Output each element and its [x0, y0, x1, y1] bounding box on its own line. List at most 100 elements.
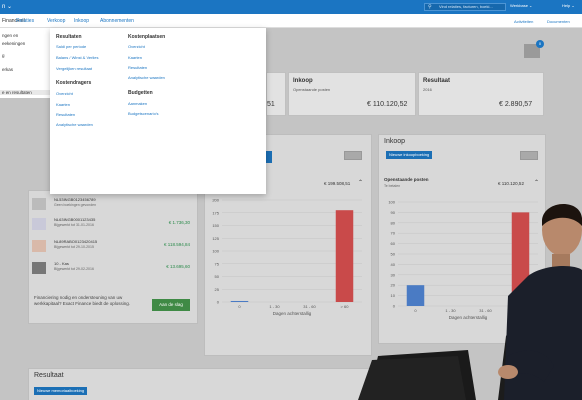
- financing-promo-text: Financiering nodig en ondersteuning van …: [34, 295, 131, 306]
- presenter-video-overlay: [358, 203, 582, 400]
- summary-card-resultaat[interactable]: Resultaat 2016 € 2.890,57: [418, 72, 544, 116]
- dropdown-link[interactable]: Overzicht: [128, 44, 145, 49]
- summary-card-partial[interactable]: 51: [266, 72, 286, 116]
- dropdown-heading-kostenplaatsen: Kostenplaatsen: [128, 34, 166, 40]
- collapse-chevron-icon[interactable]: ⌃: [358, 180, 364, 186]
- purchases-panel-title: Inkoop: [384, 138, 406, 145]
- bank-account-row[interactable]: 10 - Kas Bijgewerkt tot 29-02-2016 € 13.…: [30, 260, 196, 278]
- menu-documenten[interactable]: Documenten: [547, 19, 570, 24]
- x-tick-label: 31 - 60: [479, 308, 492, 313]
- x-tick-label: 1 - 30: [445, 308, 456, 313]
- rabobank-logo-icon: [32, 240, 46, 252]
- bank-account-balance: € 118.594,84: [164, 242, 190, 247]
- result-panel-title: Resultaat: [34, 372, 64, 379]
- dropdown-link[interactable]: Analytische waarden: [128, 75, 165, 80]
- submenu-item[interactable]: ngen en: [2, 33, 19, 38]
- dropdown-link[interactable]: Analytische waarden: [56, 122, 93, 127]
- dropdown-link[interactable]: Kaarten: [128, 55, 143, 60]
- y-tick-label: 20: [391, 283, 396, 288]
- bank-account-name: NL89RABO0123420415: [54, 239, 98, 244]
- notifications-button[interactable]: [524, 44, 540, 58]
- dropdown-link[interactable]: Kaarten: [56, 102, 71, 107]
- bank-account-status: Geen boekingen gevonden: [54, 203, 97, 207]
- results-dropdown-menu: Resultaten Saldi per periode Balans / Wi…: [50, 28, 266, 194]
- y-tick-label: 25: [215, 287, 220, 292]
- dropdown-heading-budgetten: Budgetten: [128, 90, 153, 96]
- purchases-options-button[interactable]: [520, 151, 538, 160]
- submenu-item[interactable]: g: [2, 53, 5, 58]
- bank-account-row[interactable]: NL89RABO0123420415 Bijgewerkt tot 29-10-…: [30, 238, 196, 256]
- x-axis-label: Dagen achterstallig: [273, 311, 312, 316]
- ing-logo-icon: [32, 218, 46, 230]
- submenu-item-results[interactable]: e en resultaten: [0, 90, 50, 95]
- dropdown-link[interactable]: Saldi per periode: [56, 44, 87, 49]
- help-menu[interactable]: Help ⌄: [562, 3, 575, 8]
- new-journal-entry-button[interactable]: Nieuwe memoriaalboeking: [34, 387, 88, 395]
- bank-account-status: Bijgewerkt tot 29-10-2015: [54, 245, 94, 249]
- y-tick-label: 10: [391, 293, 396, 298]
- submenu-item[interactable]: eekeningen: [2, 41, 26, 46]
- result-panel: [28, 368, 372, 400]
- y-tick-label: 70: [391, 231, 396, 236]
- dropdown-link[interactable]: Vergelijken resultaat: [56, 66, 93, 71]
- y-tick-label: 75: [215, 261, 220, 266]
- y-tick-label: 90: [391, 210, 396, 215]
- y-tick-label: 80: [391, 220, 396, 225]
- y-tick-label: 0: [217, 300, 220, 305]
- dropdown-link[interactable]: Balans / Winst & Verlies: [56, 55, 99, 60]
- y-tick-label: 50: [215, 274, 220, 279]
- y-tick-label: 60: [391, 241, 396, 246]
- y-tick-label: 200: [212, 198, 219, 203]
- receivables-total: € 199.508,51: [324, 181, 351, 186]
- bank-account-name: NL53INGB0123456789: [54, 197, 96, 202]
- bank-account-balance: € 13.695,60: [166, 264, 190, 269]
- collapse-chevron-icon[interactable]: ⌃: [534, 180, 540, 186]
- app-switcher[interactable]: n ⌄: [2, 4, 13, 10]
- menu-verkoop[interactable]: Verkoop: [47, 18, 66, 24]
- search-icon: ⚲: [428, 4, 432, 10]
- purchases-open-total: € 110.120,52: [498, 181, 524, 186]
- summary-resultaat-subtitle: 2016: [423, 87, 432, 92]
- bar-0: [230, 300, 249, 302]
- financial-submenu: ngen en eekeningen g erkas e en resultat…: [0, 28, 52, 98]
- x-tick-label: 1 - 30: [269, 304, 280, 309]
- dropdown-link[interactable]: Budgetscenario's: [128, 111, 159, 116]
- open-items-subtitle: Te betalen: [384, 184, 401, 188]
- bank-account-status: Bijgewerkt tot 29-02-2016: [54, 267, 94, 271]
- x-tick-label: > 60: [341, 304, 350, 309]
- user-menu[interactable]: Werkbase ⌄: [510, 3, 533, 8]
- dropdown-link[interactable]: Resultaten: [56, 112, 76, 117]
- top-bar: n ⌄ ⚲ Vind relaties, facturen, boeki... …: [0, 0, 582, 14]
- y-tick-label: 50: [391, 252, 396, 257]
- menu-abonnementen[interactable]: Abonnementen: [100, 18, 134, 24]
- submenu-item[interactable]: erkas: [2, 67, 14, 72]
- x-tick-label: 31 - 60: [303, 304, 316, 309]
- summary-inkoop-amount: € 110.120,52: [367, 101, 408, 108]
- bank-account-row[interactable]: NL53INGB0123456789 Geen boekingen gevond…: [30, 196, 196, 214]
- menu-financieel[interactable]: Financieel: [2, 18, 25, 24]
- y-tick-label: 30: [391, 272, 396, 277]
- y-tick-label: 40: [391, 262, 396, 267]
- panel-options-button[interactable]: [344, 151, 362, 160]
- menu-activiteiten[interactable]: Activiteiten: [514, 19, 534, 24]
- summary-inkoop-subtitle: Openstaande posten: [293, 87, 331, 92]
- bank-account-balance: € 1.736,30: [168, 220, 190, 225]
- dropdown-link[interactable]: Resultaten: [128, 65, 148, 70]
- cash-register-icon: [32, 262, 46, 274]
- menu-inkoop[interactable]: Inkoop: [74, 18, 90, 24]
- x-tick-label: 0: [414, 308, 417, 313]
- summary-resultaat-amount: € 2.890,57: [499, 101, 533, 108]
- dropdown-link[interactable]: Aanmaken: [128, 101, 148, 106]
- menu-relaties[interactable]: Relaties: [16, 18, 35, 24]
- summary-card-inkoop[interactable]: Inkoop Openstaande posten € 110.120,52: [288, 72, 416, 116]
- main-menu-bar: Financieel Relaties Verkoop Inkoop Abonn…: [0, 14, 582, 28]
- bank-account-row[interactable]: NL63INGB0001123435 Bijgewerkt tot 31-01-…: [30, 216, 196, 234]
- summary-inkoop-title: Inkoop: [293, 78, 313, 84]
- search-input[interactable]: ⚲ Vind relaties, facturen, boeki...: [424, 3, 506, 11]
- summary-resultaat-title: Resultaat: [423, 78, 451, 84]
- x-tick-label: 0: [238, 304, 241, 309]
- y-tick-label: 175: [212, 210, 219, 215]
- dropdown-link[interactable]: Overzicht: [56, 91, 73, 96]
- financing-start-button[interactable]: Aan de slag: [152, 299, 190, 311]
- new-purchase-entry-button[interactable]: Nieuwe inkoopboeking: [386, 151, 433, 159]
